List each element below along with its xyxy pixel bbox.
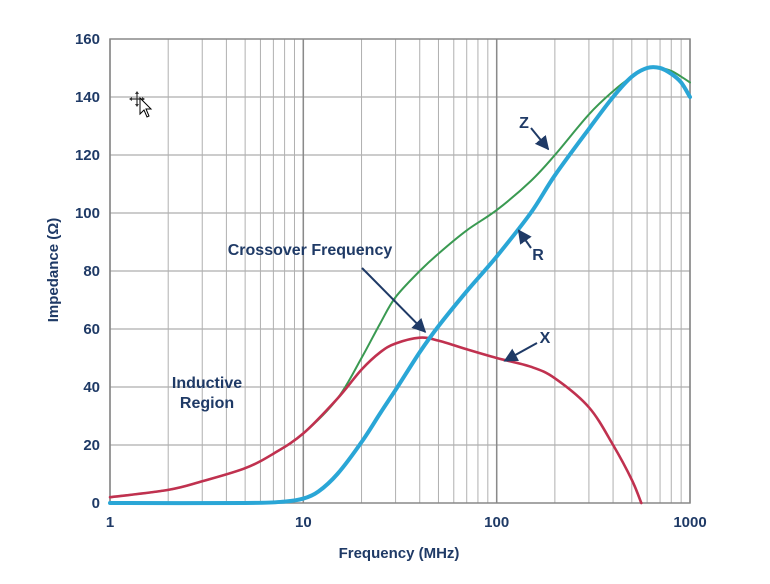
x-tick-label: 100 <box>484 514 509 531</box>
mouse-cursor-icon <box>129 91 153 118</box>
x-tick-label: 1 <box>106 514 114 531</box>
y-tick-label: 40 <box>83 379 100 396</box>
series-group <box>108 65 692 506</box>
y-tick-label: 120 <box>75 147 100 164</box>
plot-area-frame <box>109 38 691 504</box>
y-tick-label: 60 <box>83 321 100 338</box>
series-label-z: Z <box>519 115 529 132</box>
series-line-z <box>109 66 691 499</box>
inductive-region-label-line-1: Inductive <box>172 375 242 392</box>
x-tick-label: 1000 <box>673 514 706 531</box>
series-label-r: R <box>532 247 544 264</box>
y-tick-label: 0 <box>92 495 100 512</box>
r-label-arrow <box>517 229 532 249</box>
y-tick-label: 160 <box>75 31 100 48</box>
x-label-arrow <box>503 342 538 362</box>
y-tick-label: 100 <box>75 205 100 222</box>
x-axis-title: Frequency (MHz) <box>339 545 460 562</box>
tick-labels: 0 20 40 60 80 100 120 140 160 1 10 100 1000 <box>75 31 707 531</box>
inductive-region-label-line-2: Region <box>180 395 234 412</box>
y-tick-label: 20 <box>83 437 100 454</box>
y-axis-title: Impedance (Ω) <box>45 218 62 323</box>
crossover-arrow <box>361 267 427 333</box>
series-line-r <box>108 65 692 506</box>
series-label-x: X <box>540 330 551 347</box>
crossover-frequency-label: Crossover Frequency <box>228 242 393 259</box>
y-tick-label: 80 <box>83 263 100 280</box>
y-tick-label: 140 <box>75 89 100 106</box>
series-line-x <box>108 336 643 505</box>
z-label-arrow <box>530 127 550 151</box>
x-tick-label: 10 <box>295 514 312 531</box>
